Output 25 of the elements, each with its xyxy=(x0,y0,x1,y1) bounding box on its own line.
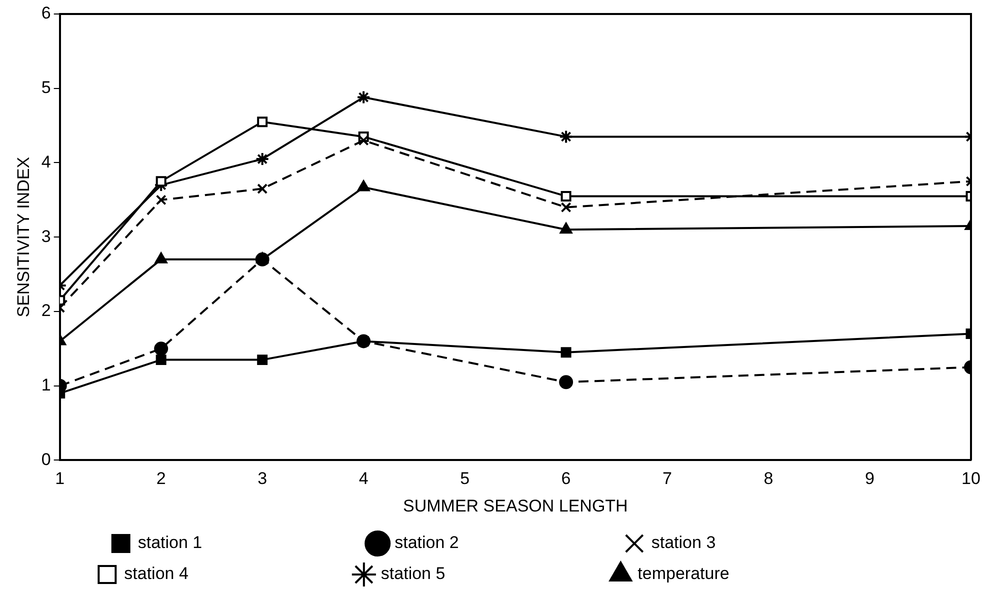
x-tick-label: 10 xyxy=(962,469,980,488)
y-tick-label: 5 xyxy=(41,78,51,98)
legend-label: station 5 xyxy=(380,564,598,584)
x-axis-title: SUMMER SEASON LENGTH xyxy=(403,496,628,516)
x-tick-label: 3 xyxy=(258,469,268,488)
y-tick-label: 6 xyxy=(41,4,51,23)
legend-label: station 2 xyxy=(394,533,612,552)
x-tick-label: 6 xyxy=(561,469,571,488)
x-tick-label: 4 xyxy=(358,469,368,488)
legend-label: station 4 xyxy=(124,564,342,584)
y-tick-label: 2 xyxy=(41,301,51,320)
y-tick-label: 0 xyxy=(41,450,51,469)
x-tick-label: 5 xyxy=(460,469,470,488)
x-tick-label: 1 xyxy=(55,469,65,488)
x-tick-label: 9 xyxy=(865,469,874,488)
y-tick-label: 1 xyxy=(41,376,51,395)
y-axis-title: SENSITIVITY INDEX xyxy=(14,156,33,318)
x-tick-label: 7 xyxy=(662,469,672,488)
legend-label: temperature xyxy=(638,564,882,584)
x-tick-label: 2 xyxy=(156,469,166,488)
x-tick-label: 8 xyxy=(764,469,774,488)
legend-label: station 1 xyxy=(138,533,356,552)
y-tick-label: 4 xyxy=(41,152,51,172)
y-tick-label: 3 xyxy=(41,226,51,246)
legend-label: station 3 xyxy=(651,533,869,552)
